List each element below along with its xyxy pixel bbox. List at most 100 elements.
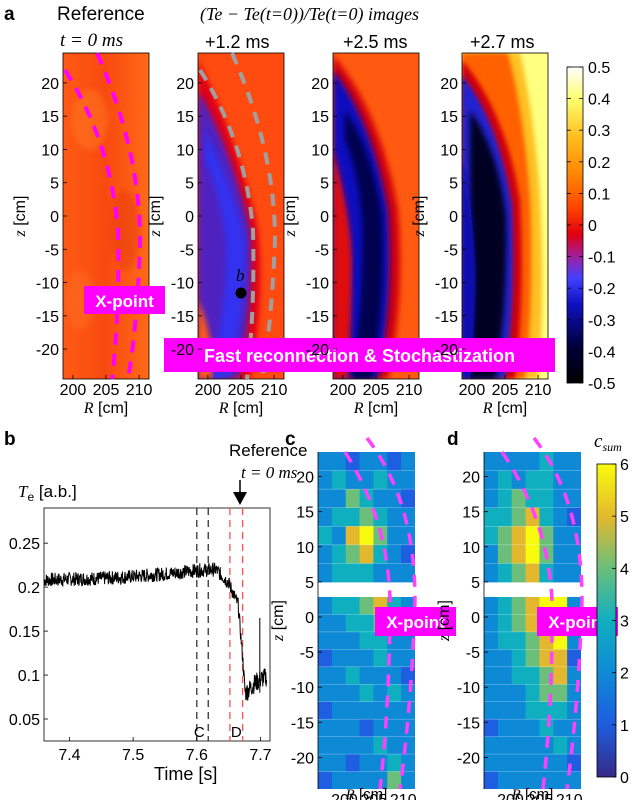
heat-cell — [553, 563, 568, 583]
separatrix-inner-ref — [63, 68, 121, 380]
xtick-label: 210 — [390, 792, 417, 800]
separatrix-outer-ref — [95, 52, 143, 380]
heat-cell — [387, 736, 402, 755]
heat-cell — [401, 489, 415, 509]
ytick-label-a: 20 — [311, 76, 329, 93]
colorbar-a-tick-label: -0.4 — [588, 344, 616, 361]
heat-cell — [359, 563, 374, 583]
heat-cell — [318, 470, 333, 490]
heat-cell — [318, 489, 333, 509]
heat-cell — [359, 452, 374, 471]
heat-cell — [401, 684, 415, 703]
heat-cell — [497, 701, 513, 720]
heat-cell — [331, 631, 347, 650]
ytick-label-b: 0.25 — [9, 536, 40, 553]
heat-cell — [318, 452, 333, 471]
ytick-label-a: 15 — [176, 109, 194, 126]
heat-cell — [497, 684, 513, 703]
xtick-label-a: 205 — [228, 382, 255, 399]
heat-cell — [318, 754, 333, 772]
heat-cell — [525, 452, 540, 471]
te-timeseries-plot: 7.4 7.5 7.6 7.7 0.25 0.2 0.15 0.1 0.05 C D — [9, 507, 272, 764]
plot-b-frame — [43, 507, 271, 742]
heat-cell — [345, 563, 360, 583]
ytick-label-a: 5 — [50, 176, 59, 193]
heat-cell — [387, 666, 402, 685]
heat-cell — [387, 526, 402, 546]
heat-cell — [484, 507, 499, 527]
heat-cell — [553, 544, 568, 564]
ytick-label-a: -10 — [435, 276, 458, 293]
heat-cell — [511, 526, 526, 546]
heat-cell — [345, 666, 360, 685]
heat-cell — [331, 701, 347, 720]
heat-cell — [373, 649, 388, 668]
heat-cell — [318, 649, 333, 668]
heat-cell — [511, 614, 526, 633]
heat-cell — [345, 507, 360, 527]
heat-cell — [525, 719, 540, 738]
ytick-label-a: -20 — [306, 342, 329, 359]
reference-label-b-1: Reference — [229, 441, 307, 460]
heat-cell — [345, 701, 360, 720]
colorbar-d-tick-label: 6 — [620, 457, 629, 474]
colorbar-d-tick-label: 5 — [620, 509, 629, 526]
heat-cell — [401, 754, 415, 772]
heat-cell — [373, 666, 388, 685]
heat-cell — [331, 684, 347, 703]
map-1-2ms — [198, 53, 284, 379]
csum-title: csum — [594, 431, 622, 454]
heat-cell — [484, 754, 499, 772]
xpoint-label-d: X-point — [548, 613, 607, 632]
reference-title-line2: t = 0 ms — [60, 30, 123, 51]
heat-cell — [567, 452, 581, 471]
heat-cell — [484, 452, 499, 471]
heat-cell — [345, 719, 360, 738]
heat-cell — [511, 631, 526, 650]
heat-cell — [539, 507, 554, 527]
time-axis-label: Time [s] — [154, 764, 217, 784]
ytick-label: -5 — [466, 645, 480, 662]
heat-cell — [331, 452, 347, 471]
heat-cell — [497, 544, 513, 564]
heat-cell — [553, 771, 568, 789]
heat-cell — [359, 736, 374, 755]
ytick-label-a: -5 — [180, 242, 194, 259]
heat-cell — [525, 754, 540, 772]
heat-cell — [359, 666, 374, 685]
heat-cell — [484, 736, 499, 755]
ytick-label-a: 5 — [449, 176, 458, 193]
heat-cell — [318, 771, 333, 789]
heat-cell — [331, 507, 347, 527]
yaxis-label-a: z [cm] — [411, 196, 428, 238]
heat-cell — [484, 544, 499, 564]
heat-cell — [484, 526, 499, 546]
heat-cell — [387, 701, 402, 720]
heat-cell — [497, 631, 513, 650]
colorbar-a-tick-label: 0.3 — [588, 123, 610, 140]
xtick-label: 205 — [360, 792, 387, 800]
colorbar-a-tick-label: 0 — [588, 218, 597, 235]
heat-cell — [525, 526, 540, 546]
xaxis-label-a: R [cm] — [83, 400, 128, 417]
heat-cell — [497, 563, 513, 583]
xtick-label-a: 200 — [195, 382, 222, 399]
colorbar-d-tick-label: 2 — [620, 666, 629, 683]
heat-cell — [484, 631, 499, 650]
ytick-label-b: 0.1 — [18, 668, 40, 685]
heat-cell — [345, 489, 360, 509]
heat-cell — [511, 771, 526, 789]
heat-cell — [318, 544, 333, 564]
ytick-label-a: 15 — [311, 109, 329, 126]
colorbar-d-tick-label: 4 — [620, 561, 629, 578]
heat-cell — [553, 736, 568, 755]
heat-cell — [373, 470, 388, 490]
ytick-label-a: -15 — [36, 309, 59, 326]
heat-cell — [539, 470, 554, 490]
heat-cell — [345, 754, 360, 772]
heat-cell — [539, 526, 554, 546]
heat-cell — [525, 771, 540, 789]
heat-cell — [525, 684, 540, 703]
